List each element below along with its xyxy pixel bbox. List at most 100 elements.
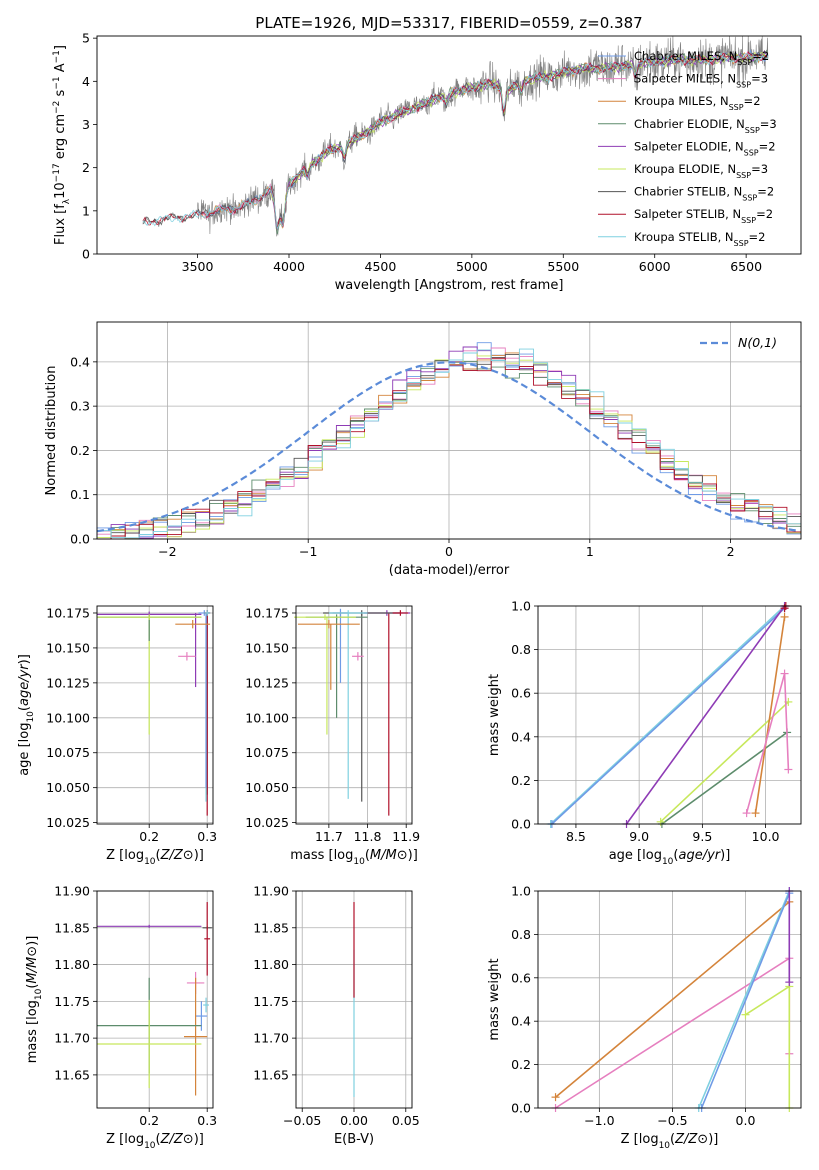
label-part: Z [log: [106, 1132, 144, 1147]
age_vs_Z-xtick-label: 0.3: [197, 829, 217, 844]
label-part: s: [53, 89, 68, 100]
spectrum-xtick-label: 4500: [365, 259, 397, 274]
legend-name: Kroupa MILES: [634, 94, 713, 108]
age_vs_mass-ytick-label: 10.100: [245, 710, 289, 725]
label-part: −1: [52, 76, 62, 89]
legend-nssp-label: , N: [718, 230, 734, 244]
normal-curve: [96, 361, 799, 533]
legend-nssp-eq: =: [759, 139, 769, 153]
weight_vs_age-ytick-label: 0.2: [511, 773, 531, 788]
label-part: ]: [53, 45, 68, 50]
legend-nssp-sub: SSP: [734, 238, 749, 247]
age_vs_mass-ytick-label: 10.175: [245, 605, 289, 620]
legend-entry: Chabrier ELODIE, NSSP=3: [634, 117, 777, 135]
label-part: A: [53, 63, 68, 76]
label-part: erg cm: [53, 114, 68, 163]
spectrum-frame: [96, 35, 802, 255]
spectrum-marks: [142, 35, 769, 237]
label-part: (: [25, 984, 40, 989]
residuals-xtick-label: 1: [586, 544, 594, 559]
weight-series-line: [697, 890, 791, 1109]
mass_vs_Z-ytick-label: 11.75: [54, 994, 90, 1009]
weight_vs_Z-ytick-label: 1.0: [511, 884, 531, 899]
label-part: age/yr: [17, 663, 32, 706]
weight_vs_Z-xtick-label: −0.5: [657, 1113, 687, 1128]
weight_vs_age-ylabel: mass weight: [487, 674, 502, 756]
spectrum-xtick-label: 5500: [547, 259, 579, 274]
spectrum-xlabel: wavelength [Angstrom, rest frame]: [335, 278, 564, 293]
age_vs_Z-ytick-label: 10.175: [46, 605, 90, 620]
mass_vs_Z-xtick-label: 0.2: [139, 1113, 159, 1128]
legend-name: Salpeter MILES: [634, 72, 720, 86]
legend-nssp-value: 2: [768, 139, 775, 153]
age_vs_mass-xtick-label: 11.7: [315, 829, 343, 844]
spectrum-xtick-label: 6000: [639, 259, 671, 274]
mass_vs_Z-marks: [97, 902, 212, 1096]
label-part: Z/Z⊙: [160, 1132, 194, 1147]
histogram-line: [96, 348, 801, 539]
residuals-ytick-label: 0.4: [70, 354, 90, 369]
label-part: Flux [f: [53, 204, 68, 245]
label-part: 10: [34, 988, 44, 1000]
age_vs_mass-xlabel: mass [log10(M/M⊙)]: [290, 848, 418, 867]
legend-nssp-eq: =: [752, 49, 762, 63]
label-part: mass [log: [25, 1000, 40, 1063]
weight-series-line: [754, 616, 786, 814]
legend-entry: N(0,1): [738, 335, 777, 350]
spectrum-xtick-label: 3500: [182, 259, 214, 274]
label-part: 10: [662, 857, 674, 867]
age_vs_mass-ytick-label: 10.150: [245, 640, 289, 655]
mass_vs_Z-ytick-label: 11.90: [54, 884, 90, 899]
label-part: −2: [52, 101, 62, 114]
spectrum-ytick-label: 4: [82, 74, 90, 89]
label-part: 10: [659, 1141, 671, 1151]
spectrum-ytick-label: 1: [82, 203, 90, 218]
legend-nssp-eq: =: [756, 207, 766, 221]
weight_vs_age-marks: [546, 602, 793, 828]
label-part: (: [156, 1132, 161, 1147]
mass_vs_Z-frame: [96, 890, 214, 1109]
spectrum-ytick-label: 0: [82, 247, 90, 262]
label-part: −1: [52, 50, 62, 63]
spectrum-ytick-label: 3: [82, 117, 90, 132]
label-part: M/M⊙: [25, 946, 40, 984]
spectrum-xtick-label: 6500: [730, 259, 762, 274]
legend-nssp-value: 2: [758, 230, 765, 244]
label-part: mass [log: [290, 848, 353, 863]
spectrum-xtick-label: 5000: [456, 259, 488, 274]
mass_vs_Z-xtick-label: 0.3: [197, 1113, 217, 1128]
legend-name: Chabrier MILES: [634, 49, 721, 63]
label-part: 10: [144, 1141, 156, 1151]
residuals-xlabel: (data-model)/error: [389, 563, 510, 578]
mass_vs_ebv-ytick-label: 11.90: [253, 884, 289, 899]
residuals-ytick-label: 0.0: [70, 532, 90, 547]
mass_vs_ebv-xtick-label: 0.05: [392, 1113, 420, 1128]
weight_vs_age-panel: 8.5 9.0 9.5 10.0 0.0 0.2 0.4 0.6 0.8 1.0 mass weig…: [487, 599, 802, 867]
legend-name: Chabrier ELODIE: [634, 117, 729, 131]
legend-name: Kroupa STELIB: [634, 230, 718, 244]
legend-nssp-sub: SSP: [745, 125, 760, 134]
label-part: Z/Z⊙: [160, 848, 194, 863]
mass_vs_ebv-panel: −0.05 0.00 0.05 11.65 11.70 11.75 11.80 11.85 11…: [253, 884, 420, 1148]
plot-layer: 3500 4000 4500 5000 5500 6000 6500012345Chabri…: [17, 31, 802, 1151]
label-part: M/M⊙: [370, 848, 408, 863]
residuals-marks: [96, 342, 801, 540]
legend-nssp-sub: SSP: [741, 216, 756, 225]
legend-nssp-label: , N: [721, 49, 737, 63]
age_vs_Z-ytick-label: 10.100: [46, 710, 90, 725]
weight_vs_Z-xtick-label: 0.0: [736, 1113, 756, 1128]
age_vs_mass-ytick-label: 10.125: [245, 675, 289, 690]
label-part: 10: [26, 711, 36, 723]
legend-entry: Salpeter MILES, NSSP=3: [634, 72, 768, 90]
residuals-ytick-label: 0.2: [70, 443, 90, 458]
label-part: )]: [708, 1132, 718, 1147]
mass_vs_Z-ylabel: mass [log10(M/M⊙)]: [25, 936, 44, 1064]
weight_vs_Z-xlabel: Z [log10(Z/Z⊙)]: [621, 1132, 719, 1151]
age_vs_mass-ytick-label: 10.025: [245, 815, 289, 830]
legend-entry: Kroupa MILES, NSSP=2: [634, 94, 761, 112]
spectrum-ylabel: Flux [fλ10−17 erg cm−2 s−1 A−1]: [52, 45, 72, 245]
label-part: )]: [194, 1132, 204, 1147]
label-part: )]: [194, 848, 204, 863]
legend-nssp-sub: SSP: [737, 58, 752, 67]
weight_vs_Z-xtick-label: −1.0: [584, 1113, 614, 1128]
